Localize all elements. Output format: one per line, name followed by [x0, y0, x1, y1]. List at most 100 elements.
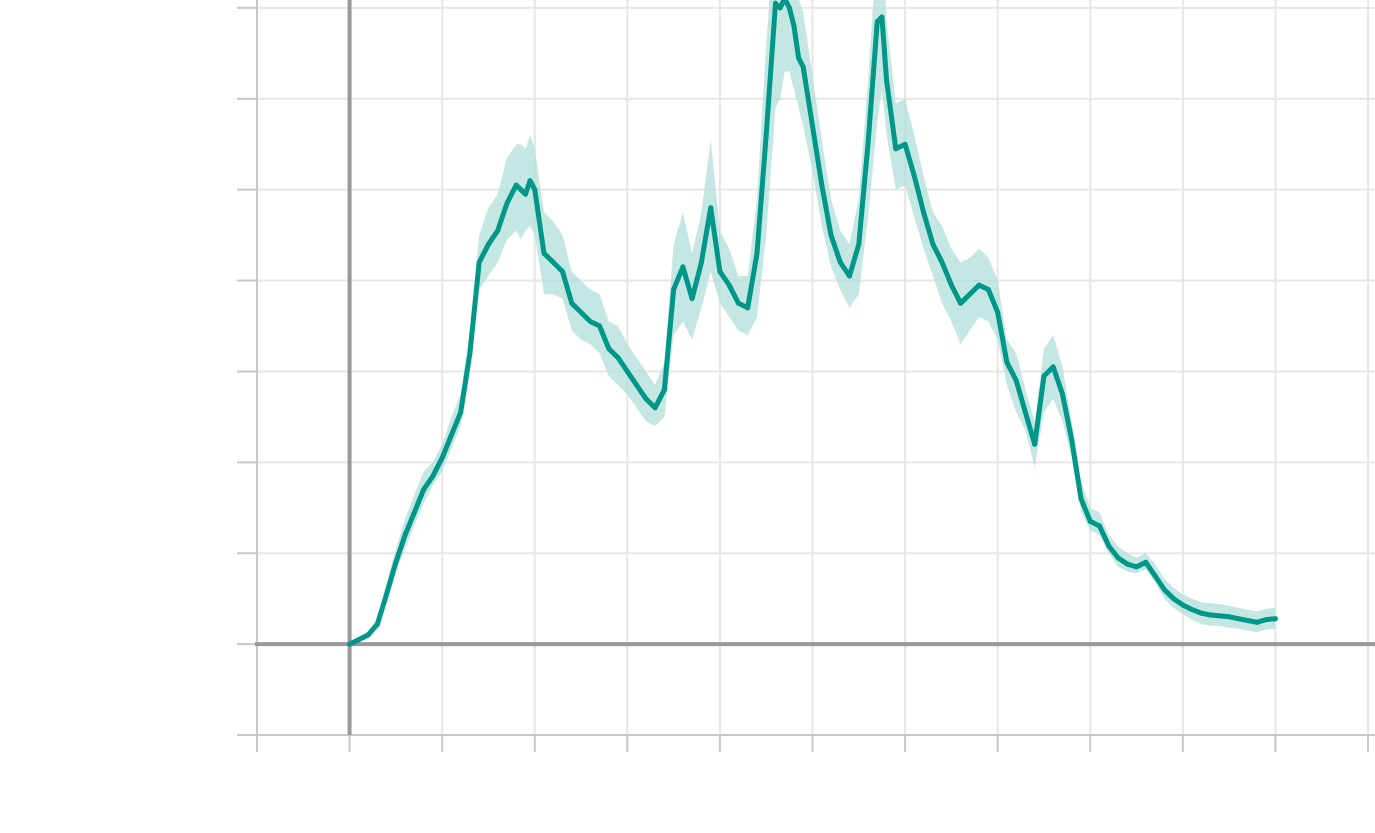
data-point	[902, 141, 908, 147]
data-point	[347, 641, 353, 647]
data-point	[847, 273, 852, 279]
data-point	[1134, 564, 1139, 570]
y-axis-ticks	[237, 6, 257, 736]
data-point	[754, 250, 760, 256]
data-point	[448, 432, 454, 438]
data-point	[458, 409, 464, 415]
data-point	[939, 259, 945, 265]
data-point	[652, 405, 658, 411]
data-point	[698, 259, 704, 265]
data-point	[597, 323, 603, 329]
data-point	[430, 473, 436, 479]
data-point	[689, 296, 695, 302]
data-point	[893, 146, 899, 152]
data-point	[569, 300, 575, 306]
data-point	[1254, 619, 1260, 625]
data-point	[1245, 618, 1251, 623]
data-point	[796, 55, 802, 61]
data-point	[1124, 561, 1130, 567]
data-point	[421, 487, 427, 493]
data-point	[828, 232, 834, 238]
data-point	[1106, 543, 1112, 549]
data-point	[1069, 437, 1075, 443]
data-point	[879, 14, 885, 20]
data-point	[819, 182, 825, 188]
data-point	[856, 241, 862, 247]
data-point	[985, 287, 991, 293]
data-point	[874, 19, 880, 24]
horizontal-gridlines	[257, 6, 1375, 555]
data-point	[1171, 596, 1177, 602]
data-point	[411, 509, 417, 515]
data-point	[365, 632, 371, 638]
data-point	[527, 178, 533, 184]
data-point	[402, 532, 408, 538]
data-point	[1115, 555, 1121, 561]
data-point	[541, 250, 547, 256]
data-point	[1041, 373, 1047, 379]
data-point	[1032, 441, 1038, 447]
data-point	[1152, 573, 1158, 579]
data-point	[495, 228, 501, 234]
data-point	[1217, 613, 1223, 619]
data-point	[763, 132, 769, 138]
data-point	[578, 309, 584, 315]
data-point	[930, 241, 936, 247]
data-point	[948, 282, 954, 288]
x-axis-ticks	[256, 735, 1369, 752]
data-point	[717, 269, 723, 274]
data-point	[606, 346, 612, 352]
data-point	[661, 387, 667, 393]
data-point	[680, 264, 686, 270]
data-point	[467, 350, 473, 356]
data-point	[1235, 616, 1241, 622]
data-point	[1097, 523, 1102, 529]
data-point	[356, 637, 362, 643]
data-point	[1189, 607, 1195, 613]
data-point	[518, 187, 524, 193]
data-point	[782, 0, 787, 2]
data-point	[671, 287, 677, 293]
data-point	[634, 382, 640, 388]
data-point	[532, 187, 538, 193]
data-point	[911, 173, 917, 179]
data-point	[624, 368, 630, 374]
data-point	[1226, 614, 1232, 620]
data-point	[439, 455, 445, 461]
data-point	[1013, 378, 1019, 383]
data-point	[643, 396, 649, 402]
data-point	[810, 123, 815, 129]
data-point	[1004, 359, 1010, 365]
data-point	[1022, 409, 1028, 415]
series-layer	[347, 0, 1278, 647]
data-point	[1060, 391, 1065, 397]
data-point	[921, 209, 927, 215]
data-point	[476, 259, 482, 265]
data-point	[1180, 602, 1186, 608]
data-point	[1078, 496, 1084, 502]
data-point	[976, 282, 982, 288]
data-point	[504, 200, 510, 206]
data-point	[967, 291, 973, 297]
data-point	[1263, 617, 1269, 623]
data-point	[615, 355, 621, 361]
data-point	[1198, 610, 1204, 616]
data-point	[1208, 612, 1214, 618]
data-point	[884, 78, 890, 84]
data-point	[486, 241, 491, 247]
data-point	[958, 300, 964, 306]
data-point	[1161, 587, 1167, 593]
data-point	[513, 182, 519, 188]
data-point	[1143, 559, 1149, 565]
data-point	[777, 5, 783, 11]
data-point	[1272, 616, 1278, 622]
data-point	[745, 305, 751, 311]
data-point	[786, 5, 792, 11]
data-point	[374, 621, 380, 627]
data-point	[550, 259, 556, 265]
data-point	[523, 191, 528, 197]
data-point	[587, 319, 593, 324]
data-point	[837, 259, 843, 265]
data-point	[560, 269, 565, 274]
